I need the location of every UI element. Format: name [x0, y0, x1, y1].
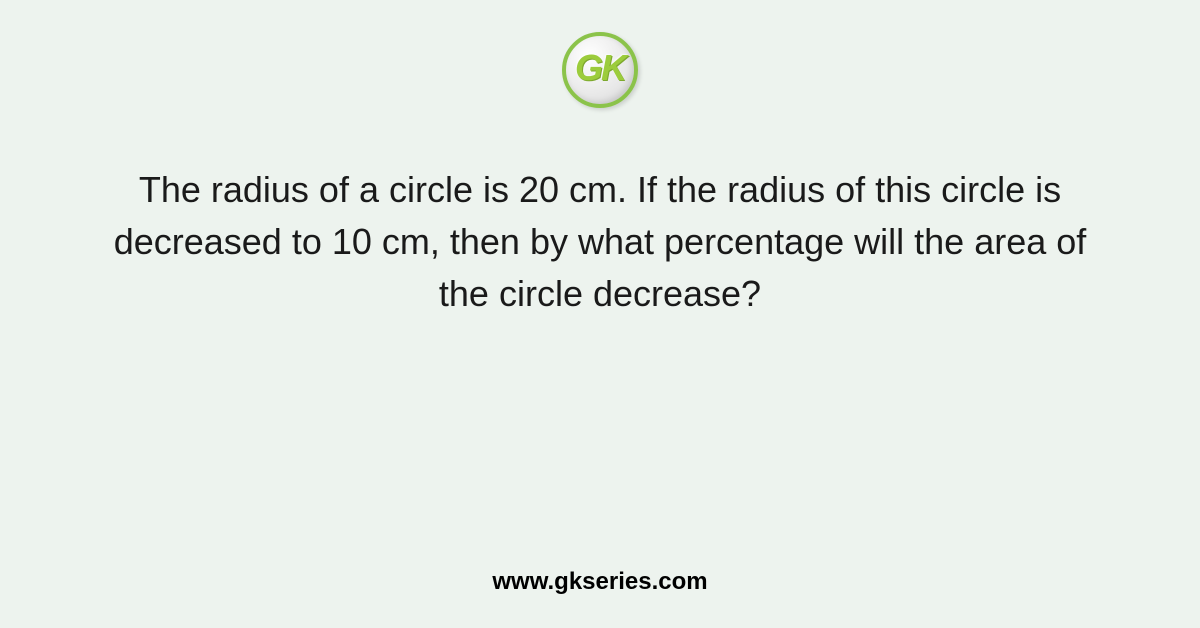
question-text: The radius of a circle is 20 cm. If the …: [110, 164, 1090, 321]
logo-text: GK: [575, 47, 625, 89]
question-container: The radius of a circle is 20 cm. If the …: [110, 164, 1090, 321]
logo-container: GK: [562, 32, 638, 108]
footer: www.gkseries.com: [0, 568, 1200, 596]
logo-badge: GK: [562, 32, 638, 108]
footer-url: www.gkseries.com: [492, 568, 707, 595]
